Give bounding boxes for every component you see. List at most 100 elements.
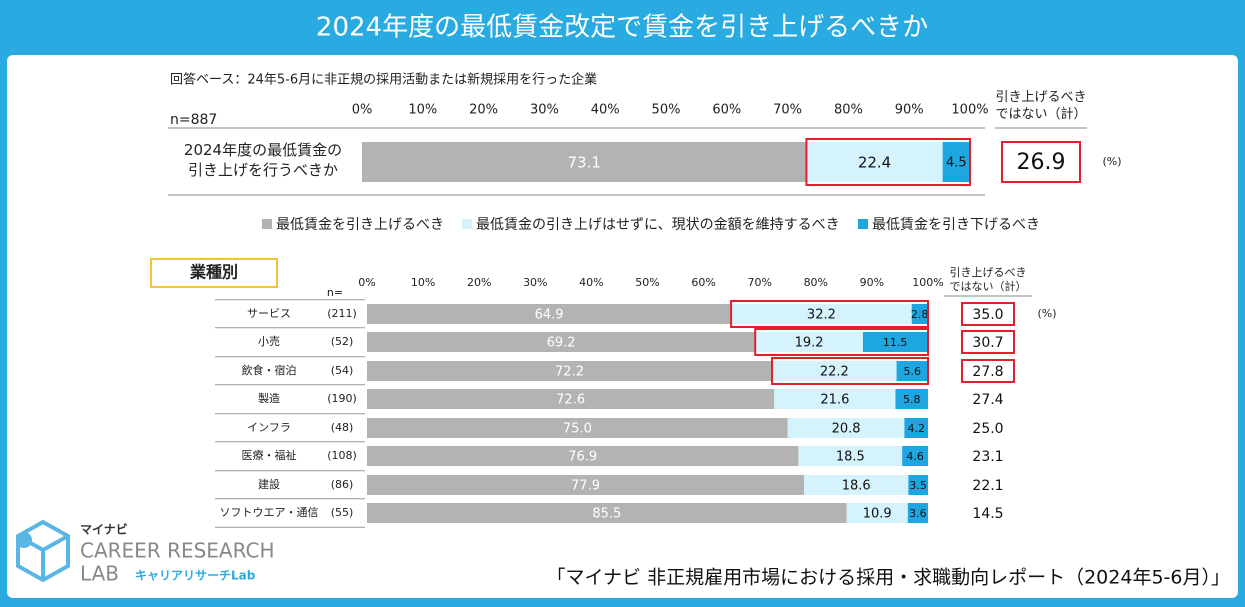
x-tick-label: 0% — [358, 276, 375, 289]
legend-swatch — [262, 219, 272, 229]
bar-segment — [367, 418, 788, 438]
category-label: 飲食・宿泊 — [242, 363, 297, 377]
value-label: 69.2 — [547, 336, 576, 351]
x-tick-label: 50% — [652, 103, 681, 118]
category-label: 2024年度の最低賃金の 引き上げを行うべきか — [183, 141, 343, 179]
page-title: 2024年度の最低賃金改定で賃金を引き上げるべきか — [316, 13, 928, 43]
value-label: 75.0 — [563, 422, 592, 437]
logo-sub: キャリアリサーチLab — [135, 569, 256, 583]
category-label: ソフトウエア・通信 — [220, 506, 319, 519]
bar-segment — [907, 503, 928, 523]
x-tick-label: 30% — [523, 276, 547, 289]
x-tick-label: 40% — [591, 103, 620, 118]
x-tick-label: 70% — [773, 103, 802, 118]
value-label: 64.9 — [535, 308, 564, 323]
bar-segment — [367, 503, 847, 523]
x-tick-label: 80% — [804, 276, 828, 289]
total-box — [961, 359, 1015, 383]
logo-brand: マイナビ — [80, 522, 128, 537]
n-value: (52) — [331, 335, 354, 348]
bar-segment — [367, 361, 773, 381]
value-label: 19.2 — [795, 336, 824, 351]
n-label: n=887 — [170, 112, 217, 128]
bar-segment — [895, 389, 928, 409]
legend-label: 最低賃金の引き上げはせずに、現状の金額を維持するべき — [476, 217, 840, 233]
total-box — [1001, 141, 1081, 183]
n-value: (55) — [331, 506, 354, 519]
unit-label: (%) — [1102, 155, 1121, 168]
bar-segment — [942, 142, 970, 182]
value-label: 18.6 — [842, 479, 871, 494]
value-label: 21.6 — [820, 393, 849, 408]
bar-segment — [772, 361, 897, 381]
x-tick-label: 70% — [747, 276, 771, 289]
legend-swatch — [462, 219, 472, 229]
bar-segment — [846, 503, 908, 523]
value-label: 22.4 — [858, 154, 891, 172]
n-value: (190) — [327, 392, 357, 405]
category-label: 建設 — [258, 477, 280, 491]
total-value: 26.9 — [1017, 150, 1066, 175]
total-value: 14.5 — [972, 506, 1003, 522]
value-label: 22.2 — [820, 365, 849, 380]
x-tick-label: 50% — [635, 276, 659, 289]
x-tick-label: 90% — [860, 276, 884, 289]
total-header: 引き上げるべき ではない（計） — [995, 90, 1087, 122]
category-label: サービス — [247, 307, 291, 320]
n-label: n= — [327, 286, 343, 299]
value-label: 11.5 — [883, 336, 908, 349]
x-tick-label: 10% — [408, 103, 437, 118]
highlight-box — [754, 328, 929, 356]
value-label: 3.5 — [909, 479, 927, 492]
n-value: (54) — [331, 364, 354, 377]
bar-segment — [755, 332, 863, 352]
value-label: 72.2 — [555, 365, 584, 380]
n-value: (108) — [327, 449, 357, 462]
category-label: 小売 — [258, 335, 280, 348]
legend-label: 最低賃金を引き上げるべき — [276, 217, 444, 233]
bar-segment — [367, 332, 756, 352]
value-label: 85.5 — [592, 507, 621, 522]
x-tick-label: 90% — [895, 103, 924, 118]
bar-segment — [908, 475, 928, 495]
bar-segment — [806, 142, 943, 182]
bar-segment — [362, 142, 807, 182]
n-value: (48) — [331, 421, 354, 434]
value-label: 4.2 — [907, 422, 925, 435]
value-label: 4.5 — [946, 156, 967, 171]
bar-segment — [367, 304, 732, 324]
total-box — [961, 330, 1015, 354]
bar-segment — [911, 304, 928, 324]
chart-note: 回答ベース：24年5-6月に非正規の採用活動または新規採用を行った企業 — [170, 72, 597, 88]
logo-text: CAREER RESEARCH — [80, 539, 275, 563]
x-tick-label: 10% — [411, 276, 435, 289]
value-label: 5.8 — [903, 393, 921, 406]
value-label: 5.6 — [904, 365, 922, 378]
value-label: 4.6 — [906, 450, 924, 463]
unit-label: (%) — [1037, 307, 1056, 320]
x-tick-label: 100% — [951, 103, 988, 118]
legend-swatch — [858, 219, 868, 229]
bar-segment — [804, 475, 909, 495]
bar-segment — [902, 446, 928, 466]
n-value: (86) — [331, 478, 354, 491]
value-label: 20.8 — [832, 422, 861, 437]
x-tick-label: 20% — [469, 103, 498, 118]
x-tick-label: 100% — [912, 276, 943, 289]
total-value: 30.7 — [972, 335, 1003, 351]
bar-segment — [367, 389, 775, 409]
bar-segment — [904, 418, 928, 438]
legend-label: 最低賃金を引き下げるべき — [872, 217, 1040, 233]
highlight-box — [805, 138, 971, 186]
x-tick-label: 60% — [712, 103, 741, 118]
value-label: 77.9 — [571, 479, 600, 494]
total-value: 25.0 — [972, 421, 1003, 437]
value-label: 76.9 — [568, 450, 597, 465]
value-label: 32.2 — [807, 308, 836, 323]
total-value: 27.8 — [972, 364, 1003, 380]
x-tick-label: 20% — [467, 276, 491, 289]
total-value: 23.1 — [972, 449, 1003, 465]
value-label: 3.6 — [909, 507, 927, 520]
